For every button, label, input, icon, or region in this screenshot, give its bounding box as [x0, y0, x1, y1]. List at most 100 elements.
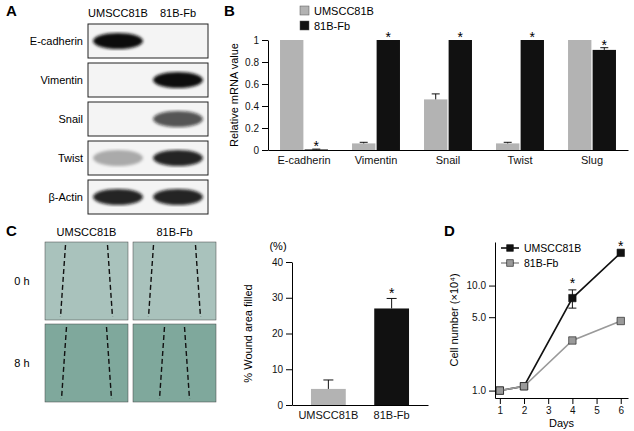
tick-label: 5 — [594, 405, 600, 416]
tick-mark — [286, 405, 292, 406]
band — [153, 33, 203, 49]
tick-label: 1 — [253, 35, 259, 46]
blot-frame — [88, 141, 208, 175]
tick: 2 — [522, 398, 528, 416]
tick-label: 3 — [546, 405, 552, 416]
tick-mark — [489, 391, 495, 392]
bar — [449, 40, 472, 150]
annotation: * — [570, 275, 576, 291]
tick-mark — [286, 369, 292, 370]
tick-label: 10.0 — [467, 280, 487, 291]
band — [153, 72, 203, 88]
tick-label: Snail — [436, 154, 460, 166]
tick-mark — [572, 398, 573, 404]
tick: 5.0 — [472, 312, 495, 323]
row-label: 0 h — [14, 275, 29, 287]
row-label: Vimentin — [40, 74, 83, 86]
blot-frame — [88, 24, 208, 58]
annotation: * — [530, 29, 536, 45]
tick-mark — [286, 298, 292, 299]
error-bar — [504, 142, 512, 143]
bar — [280, 40, 303, 150]
axis-unit: (%) — [269, 240, 286, 252]
marker — [496, 387, 503, 394]
tick-label: 0 — [253, 145, 259, 156]
annotation: * — [386, 29, 392, 45]
tick-mark — [548, 398, 549, 404]
row-label: 8 h — [14, 357, 29, 369]
plot-area — [280, 40, 616, 150]
tick-mark — [262, 84, 268, 85]
tick-label: 81B-Fb — [374, 409, 410, 421]
tick-mark — [597, 398, 598, 404]
error-bar — [360, 142, 368, 143]
bar — [311, 389, 346, 405]
legend-swatch — [300, 6, 309, 15]
tick: 0.2 — [245, 123, 268, 134]
y-axis: 0 0.2 0.4 0.6 0.8 1 — [245, 35, 268, 156]
band — [153, 150, 203, 166]
legend-label: UMSCC81B — [314, 5, 374, 17]
bar — [352, 143, 375, 150]
marker — [569, 294, 576, 301]
tick-label: 5.0 — [472, 312, 486, 323]
tick-label: 10 — [272, 364, 284, 375]
tick-label: 20 — [272, 328, 284, 339]
panel-label: C — [6, 222, 17, 239]
tick-mark — [500, 398, 501, 404]
x-axis: UMSCC81B 81B-Fb — [293, 405, 429, 421]
tick-mark — [286, 334, 292, 335]
bar — [424, 99, 447, 150]
tick-mark — [262, 128, 268, 129]
figure-container: ABCDUMSCC81B81B-FbE-cadherinVimentinSnai… — [0, 0, 634, 431]
axis-title: Cell number (×10⁴) — [448, 273, 460, 366]
blot-frame — [88, 63, 208, 97]
tick: 0.8 — [245, 57, 268, 68]
tick-label: Slug — [581, 154, 603, 166]
tick: 30 — [272, 292, 292, 303]
tick-label: 2 — [522, 405, 528, 416]
band — [93, 72, 143, 88]
band — [93, 111, 143, 127]
tick-label: 0.2 — [245, 123, 259, 134]
tick: Twist — [507, 150, 532, 166]
bar — [496, 143, 519, 150]
axis-title: Days — [549, 417, 575, 429]
tick-label: 4 — [570, 405, 576, 416]
tick: 1 — [253, 35, 268, 46]
marker — [569, 337, 576, 344]
tick-label: UMSCC81B — [298, 409, 358, 421]
tick: 1 — [498, 398, 504, 416]
figure: ABCDUMSCC81B81B-FbE-cadherinVimentinSnai… — [0, 0, 634, 431]
tick: 3 — [546, 398, 552, 416]
band — [93, 189, 143, 205]
column-header: 81B-Fb — [156, 226, 192, 238]
tick-mark — [621, 398, 622, 404]
marker — [617, 317, 624, 324]
tick-label: E-cadherin — [277, 154, 330, 166]
band — [93, 33, 143, 49]
wound-edge — [108, 245, 113, 317]
tick-mark — [286, 262, 292, 263]
axis-title: % Wound area filled — [242, 284, 254, 382]
annotation: * — [389, 285, 395, 301]
band — [153, 189, 203, 205]
wound-edge — [62, 327, 67, 399]
tick: 0 — [277, 400, 292, 411]
tick: 0.6 — [245, 79, 268, 90]
tick: 4 — [570, 398, 576, 416]
wound-edge — [196, 245, 201, 317]
bar — [521, 40, 544, 150]
tick: 20 — [272, 328, 292, 339]
band — [93, 150, 143, 166]
tick: 0 — [253, 145, 268, 156]
tick-label: 0.4 — [245, 101, 259, 112]
bar — [568, 40, 591, 150]
tick-label: Vimentin — [355, 154, 398, 166]
marker — [496, 387, 503, 394]
tick-label: 0.6 — [245, 79, 259, 90]
annotation: * — [618, 238, 624, 254]
tick: E-cadherin — [277, 150, 330, 166]
panel-label: D — [444, 222, 455, 239]
tick: 10.0 — [467, 280, 495, 291]
